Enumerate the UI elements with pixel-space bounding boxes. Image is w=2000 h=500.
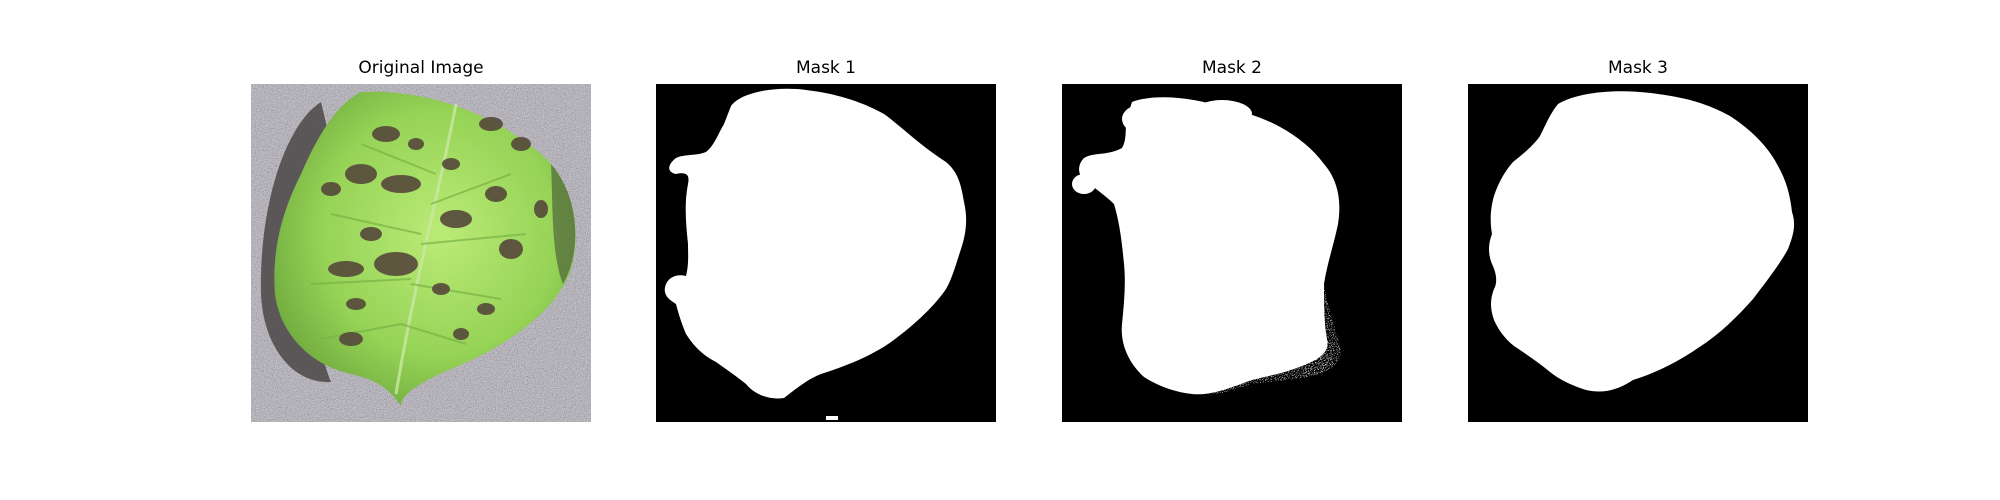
panel-title-original-image: Original Image bbox=[358, 58, 484, 78]
panel-title-mask-1: Mask 1 bbox=[795, 58, 856, 78]
mask-2-region bbox=[1079, 97, 1340, 395]
panel-title-mask-3: Mask 3 bbox=[1607, 58, 1668, 78]
mask-1-region bbox=[664, 88, 967, 399]
mask-3-region bbox=[1489, 91, 1795, 392]
mask-3-image bbox=[1468, 84, 1808, 422]
original-leaf-image bbox=[251, 84, 591, 422]
mask-1-image bbox=[656, 84, 996, 422]
panel-title-mask-2: Mask 2 bbox=[1201, 58, 1262, 78]
mask-2-image bbox=[1062, 84, 1402, 422]
